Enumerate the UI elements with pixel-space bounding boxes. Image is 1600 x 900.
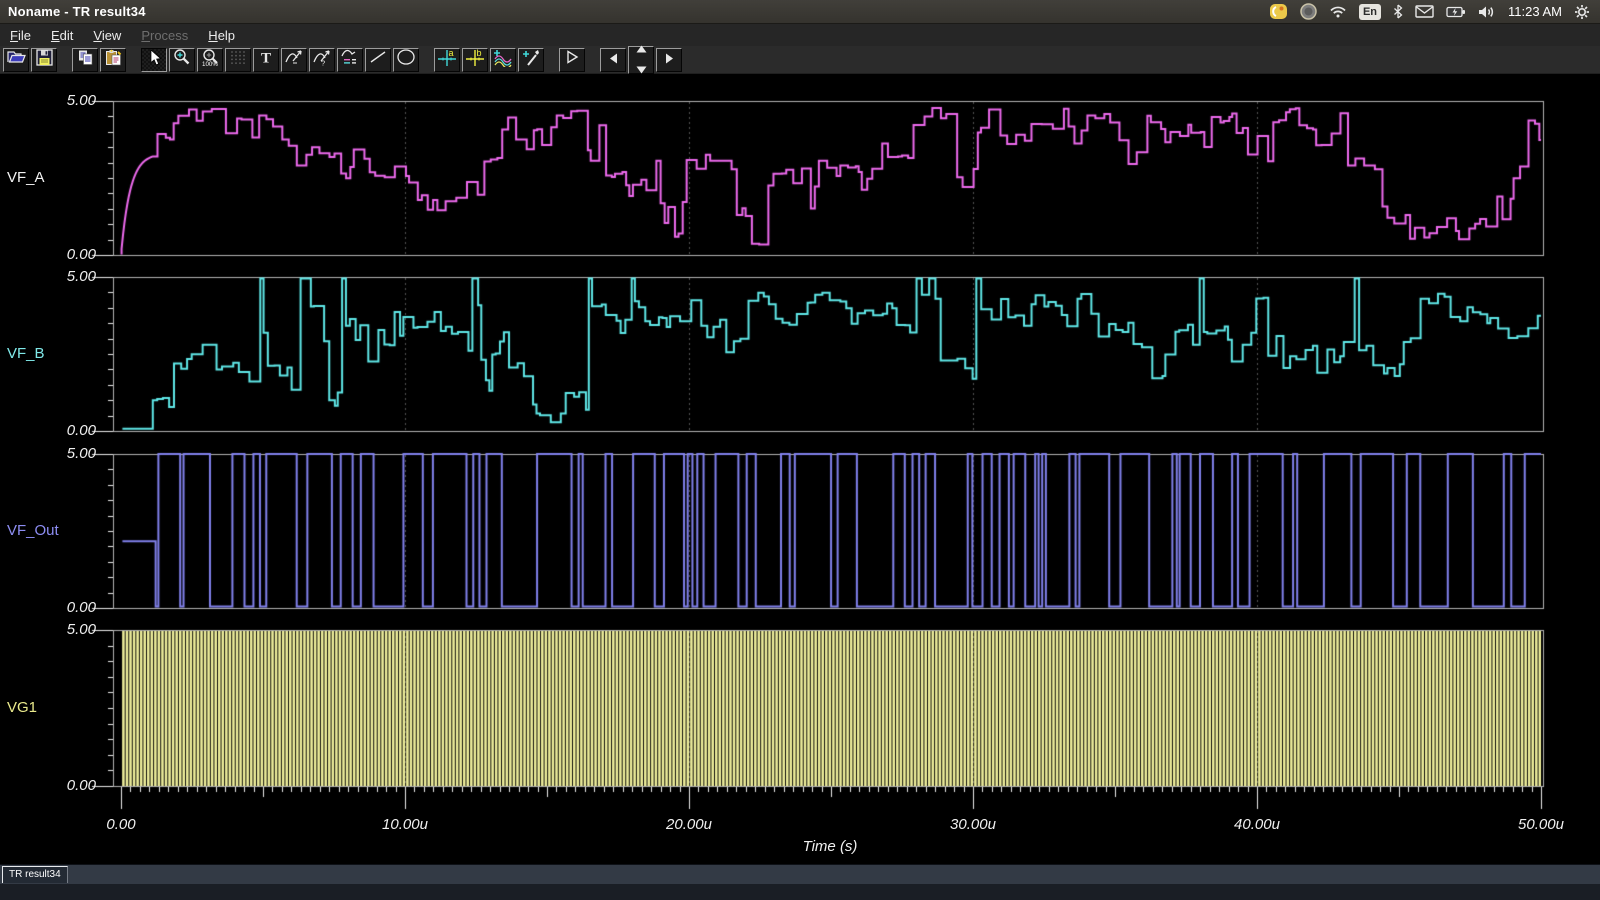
open-folder-icon [6,49,26,70]
arrow-right-icon [665,51,674,69]
signal-label-vf-b: VF_B [7,345,45,362]
svg-text:b: b [477,48,482,58]
nav-prev-button[interactable] [600,47,626,72]
clock[interactable]: 11:23 AM [1508,4,1562,19]
text-tool-icon: T [258,48,274,71]
menu-process: Process [141,27,189,43]
toolbar: 100% T ? a b [0,45,1600,74]
svg-text:T: T [261,51,271,67]
arrow-left-icon [609,51,618,69]
wifi-icon[interactable] [1329,5,1347,18]
add-curves-button[interactable] [490,47,516,72]
arrow-up-icon [636,40,647,58]
add-curves-icon [493,48,513,72]
arrow-down-icon [636,61,647,79]
menubar: File Edit View Process Help [0,24,1600,46]
run-button[interactable] [559,47,585,72]
text-tool-button[interactable]: T [253,47,279,72]
keyboard-layout-indicator[interactable]: En [1358,3,1382,20]
floppy-icon [35,48,53,71]
axis-b-button[interactable]: b [462,47,488,72]
x-tick-0: 0.00 [106,816,136,833]
axis-a-icon: a [437,48,457,72]
legend-button[interactable] [337,47,363,72]
grid-button[interactable] [225,47,251,72]
paste-button[interactable] [100,47,126,72]
y-max-label-3: 5.00 [66,621,96,638]
ellipse-icon [396,48,416,71]
menu-file[interactable]: File [10,27,31,43]
session-gear-icon[interactable] [1574,4,1590,20]
curve-arrow-icon [284,48,304,71]
zoom-100-icon: 100% [201,48,220,72]
waveform-canvas[interactable] [0,74,1600,864]
annotate-curve-button[interactable] [281,47,307,72]
copy-button[interactable] [72,47,98,72]
system-tray: En 11:23 AM [1269,3,1600,20]
battery-icon[interactable] [1446,6,1466,18]
nav-spinner[interactable] [628,45,654,74]
y-min-label-0: 0.00 [66,246,96,263]
menu-edit[interactable]: Edit [50,27,74,43]
cursor-arrow-icon [146,48,162,71]
x-tick-10u: 10.00u [382,816,428,833]
zoom-in-icon [173,48,191,71]
menu-view[interactable]: View [93,27,122,43]
tab-tr-result34[interactable]: TR result34 [2,866,68,883]
nav-next-button[interactable] [656,47,682,72]
line-tool-button[interactable] [365,47,391,72]
zoom-in-button[interactable] [169,47,195,72]
copy-icon [77,49,94,71]
save-button[interactable] [31,47,57,72]
window-title: Noname - TR result34 [8,4,146,19]
waveform-viewer: VF_A VF_B VF_Out VG1 5.00 0.00 5.00 0.00… [0,74,1600,864]
titlebar: Noname - TR result34 En [0,0,1600,24]
menu-help[interactable]: Help [208,27,236,43]
cursor-tool-button[interactable] [141,47,167,72]
signal-label-vf-a: VF_A [7,169,45,186]
probe-button[interactable] [518,47,544,72]
x-tick-20u: 20.00u [666,816,712,833]
x-tick-40u: 40.00u [1234,816,1280,833]
svg-text:100%: 100% [202,61,218,67]
y-min-label-2: 0.00 [66,599,96,616]
bluetooth-icon[interactable] [1393,4,1403,19]
axis-b-icon: b [465,48,485,72]
annotate-curve-query-button[interactable]: ? [309,47,335,72]
svg-text:?: ? [321,59,325,67]
y-min-label-3: 0.00 [66,777,96,794]
line-icon [369,49,387,70]
bottom-strip [0,884,1600,900]
play-icon [564,49,580,70]
x-tick-30u: 30.00u [950,816,996,833]
curve-arrow-query-icon: ? [312,48,332,71]
statusbar: TR result34 [0,864,1600,884]
svg-text:a: a [449,48,454,58]
mail-icon[interactable] [1415,5,1434,18]
volume-icon[interactable] [1478,5,1496,19]
signal-label-vg1: VG1 [7,699,38,716]
grid-dots-icon [230,50,246,70]
ellipse-tool-button[interactable] [393,47,419,72]
app-yellow-icon[interactable] [1269,3,1288,20]
zoom-100-button[interactable]: 100% [197,47,223,72]
y-max-label-1: 5.00 [66,268,96,285]
x-tick-50u: 50.00u [1518,816,1564,833]
open-button[interactable] [3,47,29,72]
y-min-label-1: 0.00 [66,422,96,439]
axis-a-button[interactable]: a [434,47,460,72]
x-axis-title: Time (s) [802,838,858,855]
y-max-label-2: 5.00 [66,445,96,462]
probe-icon [522,48,541,72]
legend-icon [340,48,360,71]
signal-label-vf-out: VF_Out [7,522,59,539]
indicator-circle-icon[interactable] [1300,3,1317,20]
paste-icon [105,49,122,71]
y-max-label-0: 5.00 [66,92,96,109]
